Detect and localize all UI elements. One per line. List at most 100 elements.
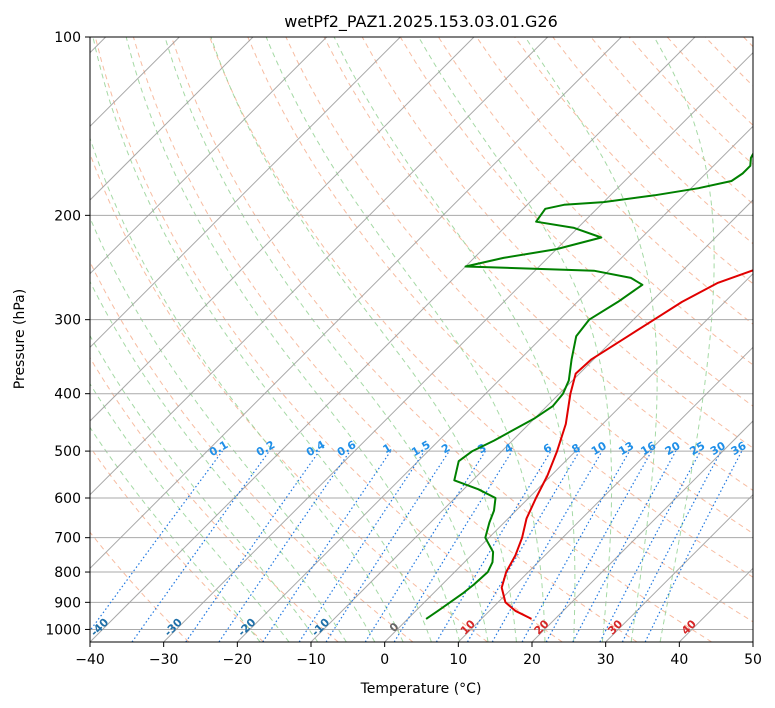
x-tick-label: −20 bbox=[223, 652, 253, 668]
dry-adiabat bbox=[209, 37, 753, 623]
isotherm-label: 10 bbox=[458, 617, 478, 637]
x-tick-label: −40 bbox=[75, 652, 105, 668]
mixing-ratio-line bbox=[599, 450, 702, 642]
isotherm-line bbox=[457, 346, 753, 642]
dry-adiabat bbox=[90, 152, 488, 642]
moist-adiabat bbox=[164, 37, 489, 642]
mixing-ratio-label: 6 bbox=[541, 441, 554, 456]
moist-adiabat bbox=[653, 37, 715, 642]
isotherm-label: -50 bbox=[14, 616, 37, 639]
chart-title: wetPf2_PAZ1.2025.153.03.01.G26 bbox=[284, 12, 558, 32]
isotherm-label: -20 bbox=[235, 616, 258, 639]
y-tick-label: 600 bbox=[54, 491, 81, 507]
isotherm-line bbox=[90, 37, 254, 201]
dry-adiabat bbox=[590, 37, 753, 205]
mixing-ratio-line bbox=[572, 450, 677, 642]
moist-adiabat bbox=[524, 37, 658, 642]
y-tick-label: 400 bbox=[54, 387, 81, 403]
isotherm-line bbox=[531, 420, 753, 642]
mixing-ratio-line bbox=[364, 450, 486, 642]
dry-adiabat bbox=[666, 37, 753, 126]
moist-adiabat bbox=[90, 334, 319, 642]
plot-frame bbox=[89, 36, 754, 643]
isotherm-line bbox=[90, 37, 696, 642]
dry-adiabat bbox=[704, 37, 753, 87]
dry-adiabat bbox=[94, 37, 563, 642]
isotherm-line bbox=[236, 125, 753, 642]
dry-adiabat bbox=[552, 37, 753, 245]
moist-adiabat bbox=[418, 37, 613, 642]
isotherm-label: -10 bbox=[309, 616, 332, 639]
mixing-ratio-label: 30 bbox=[708, 439, 728, 458]
x-tick-label: −30 bbox=[149, 652, 179, 668]
y-axis-title: Pressure (hPa) bbox=[12, 289, 28, 389]
y-tick-label: 900 bbox=[54, 595, 81, 611]
dry-adiabat bbox=[90, 356, 339, 642]
mixing-ratio-line bbox=[131, 450, 270, 642]
isotherm-line bbox=[90, 37, 328, 275]
moist-adiabat bbox=[265, 37, 546, 642]
isotherm-line bbox=[384, 272, 753, 642]
isotherm-line bbox=[163, 51, 753, 642]
dry-adiabat bbox=[171, 37, 712, 642]
mixing-ratio-line bbox=[393, 450, 513, 642]
y-axis: 100 200 300 400 500 600 700 800 900 1000 bbox=[45, 30, 90, 638]
dry-adiabat bbox=[90, 446, 264, 642]
y-tick-label: 200 bbox=[54, 208, 81, 224]
x-tick-label: 40 bbox=[670, 652, 688, 668]
mixing-ratio-line bbox=[325, 450, 450, 642]
y-tick-label: 800 bbox=[54, 565, 81, 581]
moist-adiabat bbox=[90, 382, 290, 642]
moist-adiabat bbox=[90, 136, 404, 642]
isotherm-line bbox=[90, 37, 401, 349]
mixing-ratio-line bbox=[298, 450, 425, 642]
mixing-ratio-line bbox=[521, 450, 631, 642]
moist-adiabat bbox=[90, 426, 261, 642]
isotherm-line bbox=[90, 37, 622, 570]
y-tick-label: 1000 bbox=[45, 622, 81, 638]
mixing-ratio-label: 16 bbox=[638, 439, 658, 458]
dry-adiabat bbox=[361, 37, 753, 449]
mixing-ratio-label: 10 bbox=[589, 439, 609, 458]
mixing-ratio-label: 0.1 bbox=[207, 438, 230, 459]
mixing-ratio-label: 1.5 bbox=[409, 438, 432, 459]
x-tick-label: −10 bbox=[296, 652, 326, 668]
mixing-ratio-line bbox=[185, 450, 320, 642]
mixing-ratio-label: 0.2 bbox=[254, 438, 277, 459]
mixing-ratio-label: 25 bbox=[687, 439, 707, 458]
x-axis-title: Temperature (°C) bbox=[360, 681, 482, 697]
dry-adiabat bbox=[90, 531, 190, 642]
mixing-ratio-line bbox=[545, 450, 653, 642]
moist-adiabat bbox=[210, 37, 517, 642]
dry-adiabat bbox=[90, 260, 414, 642]
dry-adiabat bbox=[132, 37, 638, 642]
x-tick-label: 10 bbox=[449, 652, 467, 668]
dry-adiabat bbox=[247, 37, 753, 578]
dry-adiabat bbox=[476, 37, 753, 325]
isotherm-line bbox=[752, 641, 753, 642]
mixing-ratio-label: 8 bbox=[570, 441, 583, 456]
mixing-ratio-label: 20 bbox=[663, 439, 683, 458]
dry-adiabat bbox=[437, 37, 753, 366]
isotherm-line bbox=[90, 37, 549, 496]
x-tick-label: 20 bbox=[523, 652, 541, 668]
mixing-ratio-label: 13 bbox=[616, 439, 636, 458]
dry-adiabat bbox=[743, 37, 753, 48]
x-tick-label: 50 bbox=[744, 652, 762, 668]
moist-adiabat bbox=[333, 37, 576, 642]
temperature-profile-line bbox=[500, 269, 753, 620]
x-axis: −40 −30 −20 −10 0 10 20 30 40 50 bbox=[75, 642, 762, 668]
y-tick-label: 700 bbox=[54, 531, 81, 547]
x-tick-label: 30 bbox=[597, 652, 615, 668]
isotherm-label: -40 bbox=[88, 616, 111, 639]
line-label-layer: -100-90-80-70-60-50-40-30-20-10010203040… bbox=[14, 438, 749, 639]
isotherm-line bbox=[310, 199, 753, 642]
y-tick-label: 300 bbox=[54, 313, 81, 329]
isotherm-label: 40 bbox=[679, 617, 699, 637]
moist-adiabat bbox=[92, 37, 432, 642]
mixing-ratio-label: 2 bbox=[439, 441, 452, 456]
mixing-ratio-line bbox=[644, 450, 743, 642]
y-tick-label: 500 bbox=[54, 444, 81, 460]
